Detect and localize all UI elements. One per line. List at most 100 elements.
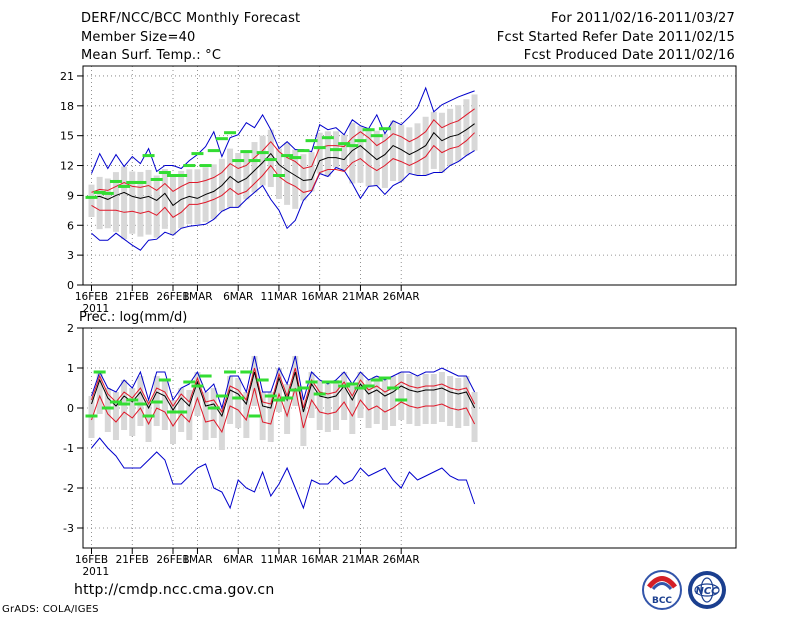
max-line <box>91 86 475 174</box>
quartile-bar <box>357 125 364 183</box>
quartile-bar <box>463 99 470 156</box>
observed-marker <box>362 128 375 132</box>
x-tick-label: 26FEB <box>156 554 189 566</box>
quartile-bar <box>202 392 209 440</box>
observed-marker <box>101 406 114 410</box>
observed-marker <box>354 139 367 143</box>
observed-marker <box>183 164 196 168</box>
observed-marker <box>338 142 351 146</box>
x-tick-label: 21MAR <box>342 291 379 303</box>
observed-marker <box>224 131 237 135</box>
observed-marker <box>240 370 253 374</box>
quartile-bar <box>104 388 111 432</box>
quartile-bar <box>129 171 136 234</box>
y-tick-label: 1 <box>67 362 74 375</box>
quartile-bar <box>455 105 462 162</box>
bcc-logo: BCC <box>642 570 682 610</box>
ensemble-mean-line <box>91 371 476 418</box>
quartile-bar <box>308 372 315 418</box>
observed-marker <box>281 154 294 158</box>
quartile-bar <box>267 392 274 442</box>
forecast-period: For 2011/02/16-2011/03/27 <box>551 11 735 26</box>
observed-marker <box>232 159 245 163</box>
x-tick-label: 21FEB <box>116 291 149 303</box>
plot-frame <box>82 327 737 549</box>
x-tick-label: 16MAR <box>301 291 338 303</box>
observed-marker <box>330 148 342 152</box>
quartile-bar <box>463 376 470 426</box>
quartile-bar <box>438 372 445 422</box>
min-line <box>91 437 476 510</box>
y-tick-label: -1 <box>63 442 74 455</box>
spread-lower-line <box>91 132 475 218</box>
quartile-bar <box>161 380 168 430</box>
observed-marker <box>199 164 212 168</box>
quartile-bar <box>251 356 258 406</box>
observed-marker <box>321 136 334 140</box>
y-tick-label: 21 <box>60 70 74 83</box>
observed-marker <box>305 380 318 384</box>
bcc-logo-text: BCC <box>652 596 672 606</box>
x-tick-label: 16MAR <box>301 554 338 566</box>
y-tick-label: 6 <box>67 219 74 232</box>
quartile-bar <box>324 131 331 177</box>
quartile-bar <box>414 376 421 426</box>
observed-marker <box>378 376 391 380</box>
quartile-bar <box>455 378 462 428</box>
spread-upper-line <box>91 367 476 414</box>
observed-marker <box>158 378 171 382</box>
observed-marker <box>354 386 367 390</box>
observed-marker <box>313 146 326 150</box>
quartile-bar <box>243 392 250 438</box>
observed-marker <box>142 154 155 158</box>
forecast-title: DERF/NCC/BCC Monthly Forecast <box>81 11 301 26</box>
quartile-bar <box>406 127 413 174</box>
quartile-bar <box>194 169 201 225</box>
quartile-bar <box>390 120 397 181</box>
observed-marker <box>101 191 114 195</box>
observed-marker <box>297 386 310 390</box>
refer-date: Fcst Started Refer Date 2011/02/15 <box>496 30 735 45</box>
quartile-bar <box>178 388 185 432</box>
observed-marker <box>93 370 106 374</box>
ensemble-mean-line <box>91 123 475 207</box>
observed-marker <box>167 174 179 177</box>
observed-marker <box>175 174 188 177</box>
min-line <box>91 150 475 251</box>
quartile-bar <box>96 176 103 230</box>
observed-marker <box>346 382 359 386</box>
quartile-bar <box>398 372 405 420</box>
observed-marker <box>313 392 326 396</box>
quartile-bar <box>227 148 234 208</box>
quartile-bar <box>422 374 429 424</box>
quartile-bar <box>381 380 388 430</box>
x-tick-label: 21FEB <box>116 554 149 566</box>
quartile-bar <box>365 380 372 428</box>
quartile-bar <box>170 400 176 444</box>
panel-subtitle: Prec.: log(mm/d) <box>79 310 187 325</box>
quartile-bar <box>341 372 348 420</box>
quartile-bar <box>333 380 339 430</box>
observed-marker <box>321 380 334 384</box>
quartile-bar <box>153 175 160 238</box>
observed-marker <box>199 374 212 378</box>
observed-marker <box>272 174 285 177</box>
ncc-logo: NCC <box>688 571 726 609</box>
observed-marker <box>240 150 253 154</box>
observed-marker <box>248 159 261 163</box>
source-url: http://cmdp.ncc.cma.gov.cn <box>74 582 275 598</box>
quartile-bar <box>121 166 128 240</box>
observed-marker <box>395 398 408 402</box>
quartile-bar <box>227 376 234 424</box>
quartile-bar <box>88 184 95 218</box>
variable-label: Mean Surf. Temp.: °C <box>81 48 222 63</box>
observed-marker <box>150 177 163 181</box>
observed-marker <box>175 410 188 414</box>
observed-marker <box>118 184 131 188</box>
quartile-bar <box>292 356 299 406</box>
quartile-bar <box>300 154 307 201</box>
x-tick-label: 1MAR <box>182 554 212 566</box>
max-line <box>91 355 476 410</box>
quartile-bar <box>129 388 136 436</box>
